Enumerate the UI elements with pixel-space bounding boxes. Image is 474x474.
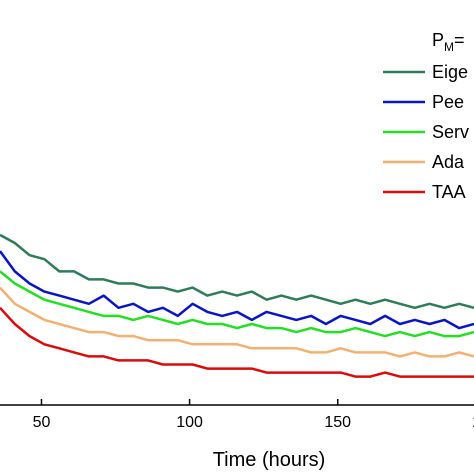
legend-label: TAA	[432, 182, 466, 202]
series-line	[0, 233, 474, 310]
legend-title-sub: M	[444, 40, 454, 54]
series-line	[0, 286, 474, 358]
series-line	[0, 306, 474, 378]
x-tick-label: 200	[472, 414, 474, 431]
legend-label: Ada	[432, 152, 465, 172]
x-tick-label: 50	[33, 414, 51, 431]
series-line	[0, 250, 474, 330]
legend-label: Serv	[432, 122, 469, 142]
series-line	[0, 270, 474, 338]
x-tick-label: 100	[176, 414, 203, 431]
legend-label: Pee	[432, 92, 464, 112]
x-tick-label: 150	[324, 414, 351, 431]
legend-title-end: =	[454, 30, 465, 50]
x-axis-label: Time (hours)	[213, 449, 326, 471]
legend-title: PM=	[432, 30, 465, 54]
legend-label: Eige	[432, 62, 468, 82]
legend-title-main: P	[432, 30, 444, 50]
